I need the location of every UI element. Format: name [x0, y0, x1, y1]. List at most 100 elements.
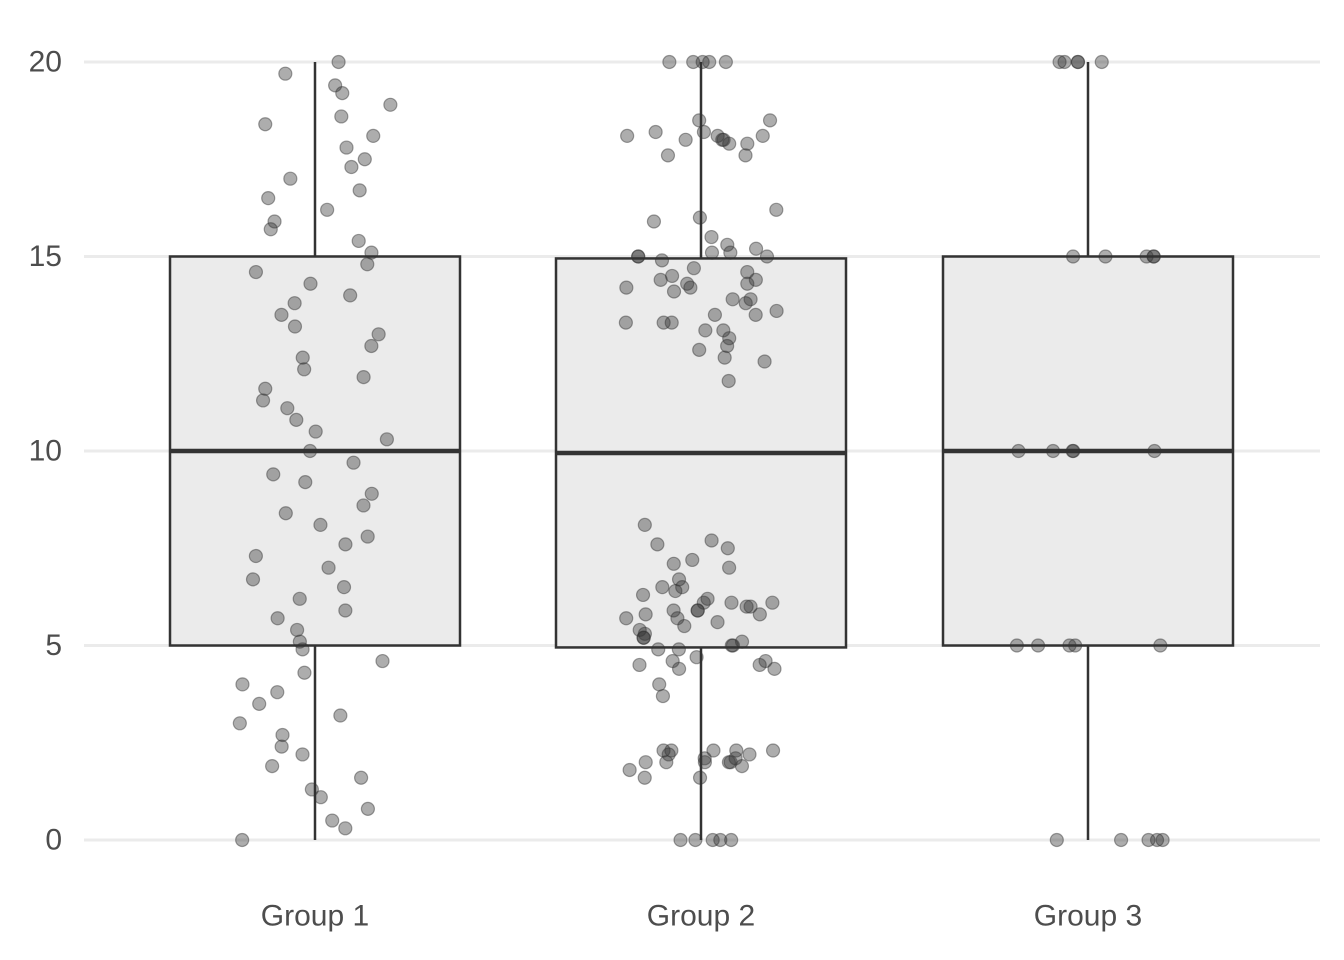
data-point — [664, 315, 679, 330]
data-point — [383, 97, 398, 112]
data-point — [333, 708, 348, 723]
points-group-2 — [618, 54, 784, 848]
data-point — [671, 661, 687, 676]
data-point — [655, 580, 670, 595]
data-point — [698, 323, 713, 338]
data-point — [366, 128, 381, 144]
data-point — [258, 381, 273, 396]
data-point — [631, 249, 646, 264]
data-point — [1011, 443, 1026, 459]
data-point — [762, 113, 778, 128]
data-point — [325, 813, 340, 828]
data-point — [275, 727, 290, 743]
box-group-1 — [168, 62, 462, 840]
data-point — [248, 548, 263, 564]
data-point — [292, 591, 307, 606]
data-point — [757, 354, 772, 369]
data-point — [263, 222, 278, 237]
data-point — [354, 770, 369, 785]
data-point — [716, 132, 731, 147]
data-point — [287, 296, 302, 311]
data-point — [1062, 638, 1077, 653]
box-group-2 — [554, 62, 848, 840]
data-point — [664, 743, 679, 758]
data-point — [748, 272, 763, 287]
data-point — [304, 782, 319, 797]
data-point — [1070, 54, 1086, 70]
data-point — [671, 572, 687, 587]
data-point — [721, 755, 736, 770]
data-point — [723, 245, 738, 260]
data-point — [313, 517, 328, 533]
data-point — [654, 253, 670, 268]
y-tick-label-5: 5 — [45, 629, 62, 662]
data-point — [722, 136, 737, 151]
data-point — [685, 552, 700, 568]
data-point — [765, 595, 780, 610]
data-point — [710, 128, 725, 144]
data-point — [723, 755, 738, 770]
jitter-points — [232, 54, 1170, 848]
data-point — [635, 587, 651, 603]
data-point — [266, 467, 281, 482]
data-point — [1139, 249, 1154, 264]
data-point — [759, 249, 775, 264]
x-axis-tick-labels: Group 1 Group 2 Group 3 — [261, 900, 1142, 933]
data-point — [758, 653, 773, 669]
data-point — [686, 54, 701, 70]
data-point — [1146, 249, 1161, 264]
data-point — [661, 747, 676, 762]
data-point — [670, 611, 685, 626]
data-point — [638, 755, 653, 770]
data-point — [351, 233, 366, 249]
data-point — [261, 191, 276, 206]
data-point — [274, 307, 289, 322]
data-point — [356, 369, 371, 385]
data-point — [724, 832, 739, 848]
data-point — [689, 650, 704, 665]
data-point — [290, 622, 305, 638]
data-point — [707, 307, 723, 322]
data-point — [697, 751, 712, 766]
data-point — [748, 307, 763, 322]
data-point — [1065, 443, 1080, 459]
data-point — [710, 615, 725, 630]
data-point — [1057, 54, 1072, 70]
data-point — [739, 599, 754, 614]
data-point — [297, 665, 312, 680]
data-point — [274, 739, 289, 754]
data-point — [729, 743, 744, 758]
data-point — [270, 611, 285, 626]
data-point — [656, 315, 671, 330]
data-point — [724, 595, 739, 610]
y-tick-label-10: 10 — [29, 435, 62, 468]
data-point — [303, 276, 318, 291]
data-point — [695, 54, 710, 70]
data-point — [637, 517, 652, 533]
data-point — [740, 264, 755, 280]
data-point — [637, 770, 652, 785]
data-point — [655, 688, 671, 704]
data-point — [666, 556, 681, 571]
data-point — [364, 338, 379, 354]
data-point — [697, 755, 712, 770]
data-point — [704, 533, 719, 548]
data-point — [738, 148, 753, 163]
data-point — [360, 257, 375, 272]
data-point — [338, 537, 353, 552]
data-point — [704, 229, 719, 245]
data-point — [371, 327, 386, 342]
data-point — [648, 124, 663, 140]
data-point — [270, 685, 285, 700]
data-point — [636, 630, 651, 645]
data-point — [650, 537, 665, 552]
data-point — [298, 475, 313, 490]
data-point — [680, 276, 695, 291]
data-point — [673, 832, 688, 848]
data-point — [706, 743, 721, 758]
data-point — [748, 241, 764, 256]
data-point — [690, 603, 705, 618]
data-point — [295, 642, 310, 657]
data-point — [255, 393, 271, 408]
